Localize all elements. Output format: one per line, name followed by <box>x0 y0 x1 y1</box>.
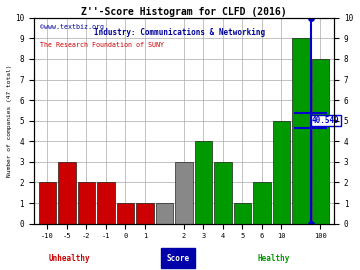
Text: Unhealthy: Unhealthy <box>49 254 91 263</box>
Bar <box>97 183 114 224</box>
Bar <box>234 203 251 224</box>
Text: Healthy: Healthy <box>258 254 290 263</box>
Bar <box>39 183 56 224</box>
Bar <box>175 162 193 224</box>
Title: Z''-Score Histogram for CLFD (2016): Z''-Score Histogram for CLFD (2016) <box>81 7 287 17</box>
Bar <box>214 162 232 224</box>
Text: ©www.textbiz.org: ©www.textbiz.org <box>40 24 104 30</box>
Bar <box>312 59 329 224</box>
Bar <box>58 162 76 224</box>
Y-axis label: Number of companies (47 total): Number of companies (47 total) <box>7 65 12 177</box>
Text: The Research Foundation of SUNY: The Research Foundation of SUNY <box>40 42 164 48</box>
Bar <box>156 203 173 224</box>
Text: Industry: Communications & Networking: Industry: Communications & Networking <box>94 28 266 37</box>
Bar <box>78 183 95 224</box>
Bar <box>195 141 212 224</box>
Bar <box>292 38 310 224</box>
Text: Score: Score <box>166 254 189 263</box>
Bar <box>253 183 271 224</box>
Text: 40.549: 40.549 <box>312 116 339 125</box>
Bar <box>117 203 134 224</box>
Bar <box>273 121 290 224</box>
Bar <box>136 203 154 224</box>
